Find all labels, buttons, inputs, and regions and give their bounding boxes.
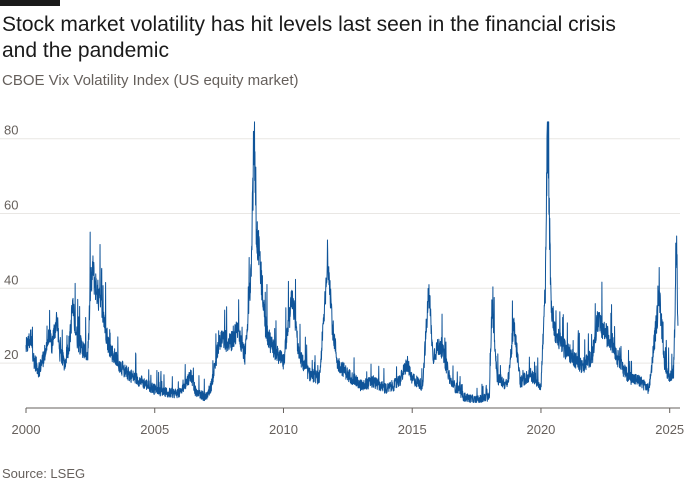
y-tick-label-80: 80	[4, 123, 18, 138]
chart-subtitle: CBOE Vix Volatility Index (US equity mar…	[2, 72, 299, 89]
grid-layer	[0, 138, 680, 364]
x-tick-label-2000: 2000	[12, 422, 41, 437]
x-tick-label-2025: 2025	[655, 422, 684, 437]
vix-series-line	[25, 121, 679, 403]
x-tick-label-2020: 2020	[526, 422, 555, 437]
header-accent-bar	[0, 0, 60, 6]
y-tick-label-20: 20	[4, 347, 18, 362]
x-tick-label-2010: 2010	[269, 422, 298, 437]
source-note: Source: LSEG	[2, 466, 86, 481]
x-tick-label-2015: 2015	[398, 422, 427, 437]
chart-title: Stock market volatility has hit levels l…	[2, 13, 616, 62]
tick-layer: 20 40 60 80 2000 2005 2010 2015 2020 2025	[4, 123, 684, 437]
y-tick-label-40: 40	[4, 272, 18, 287]
y-tick-label-60: 60	[4, 198, 18, 213]
x-tick-label-2005: 2005	[140, 422, 169, 437]
series-layer	[25, 121, 679, 403]
